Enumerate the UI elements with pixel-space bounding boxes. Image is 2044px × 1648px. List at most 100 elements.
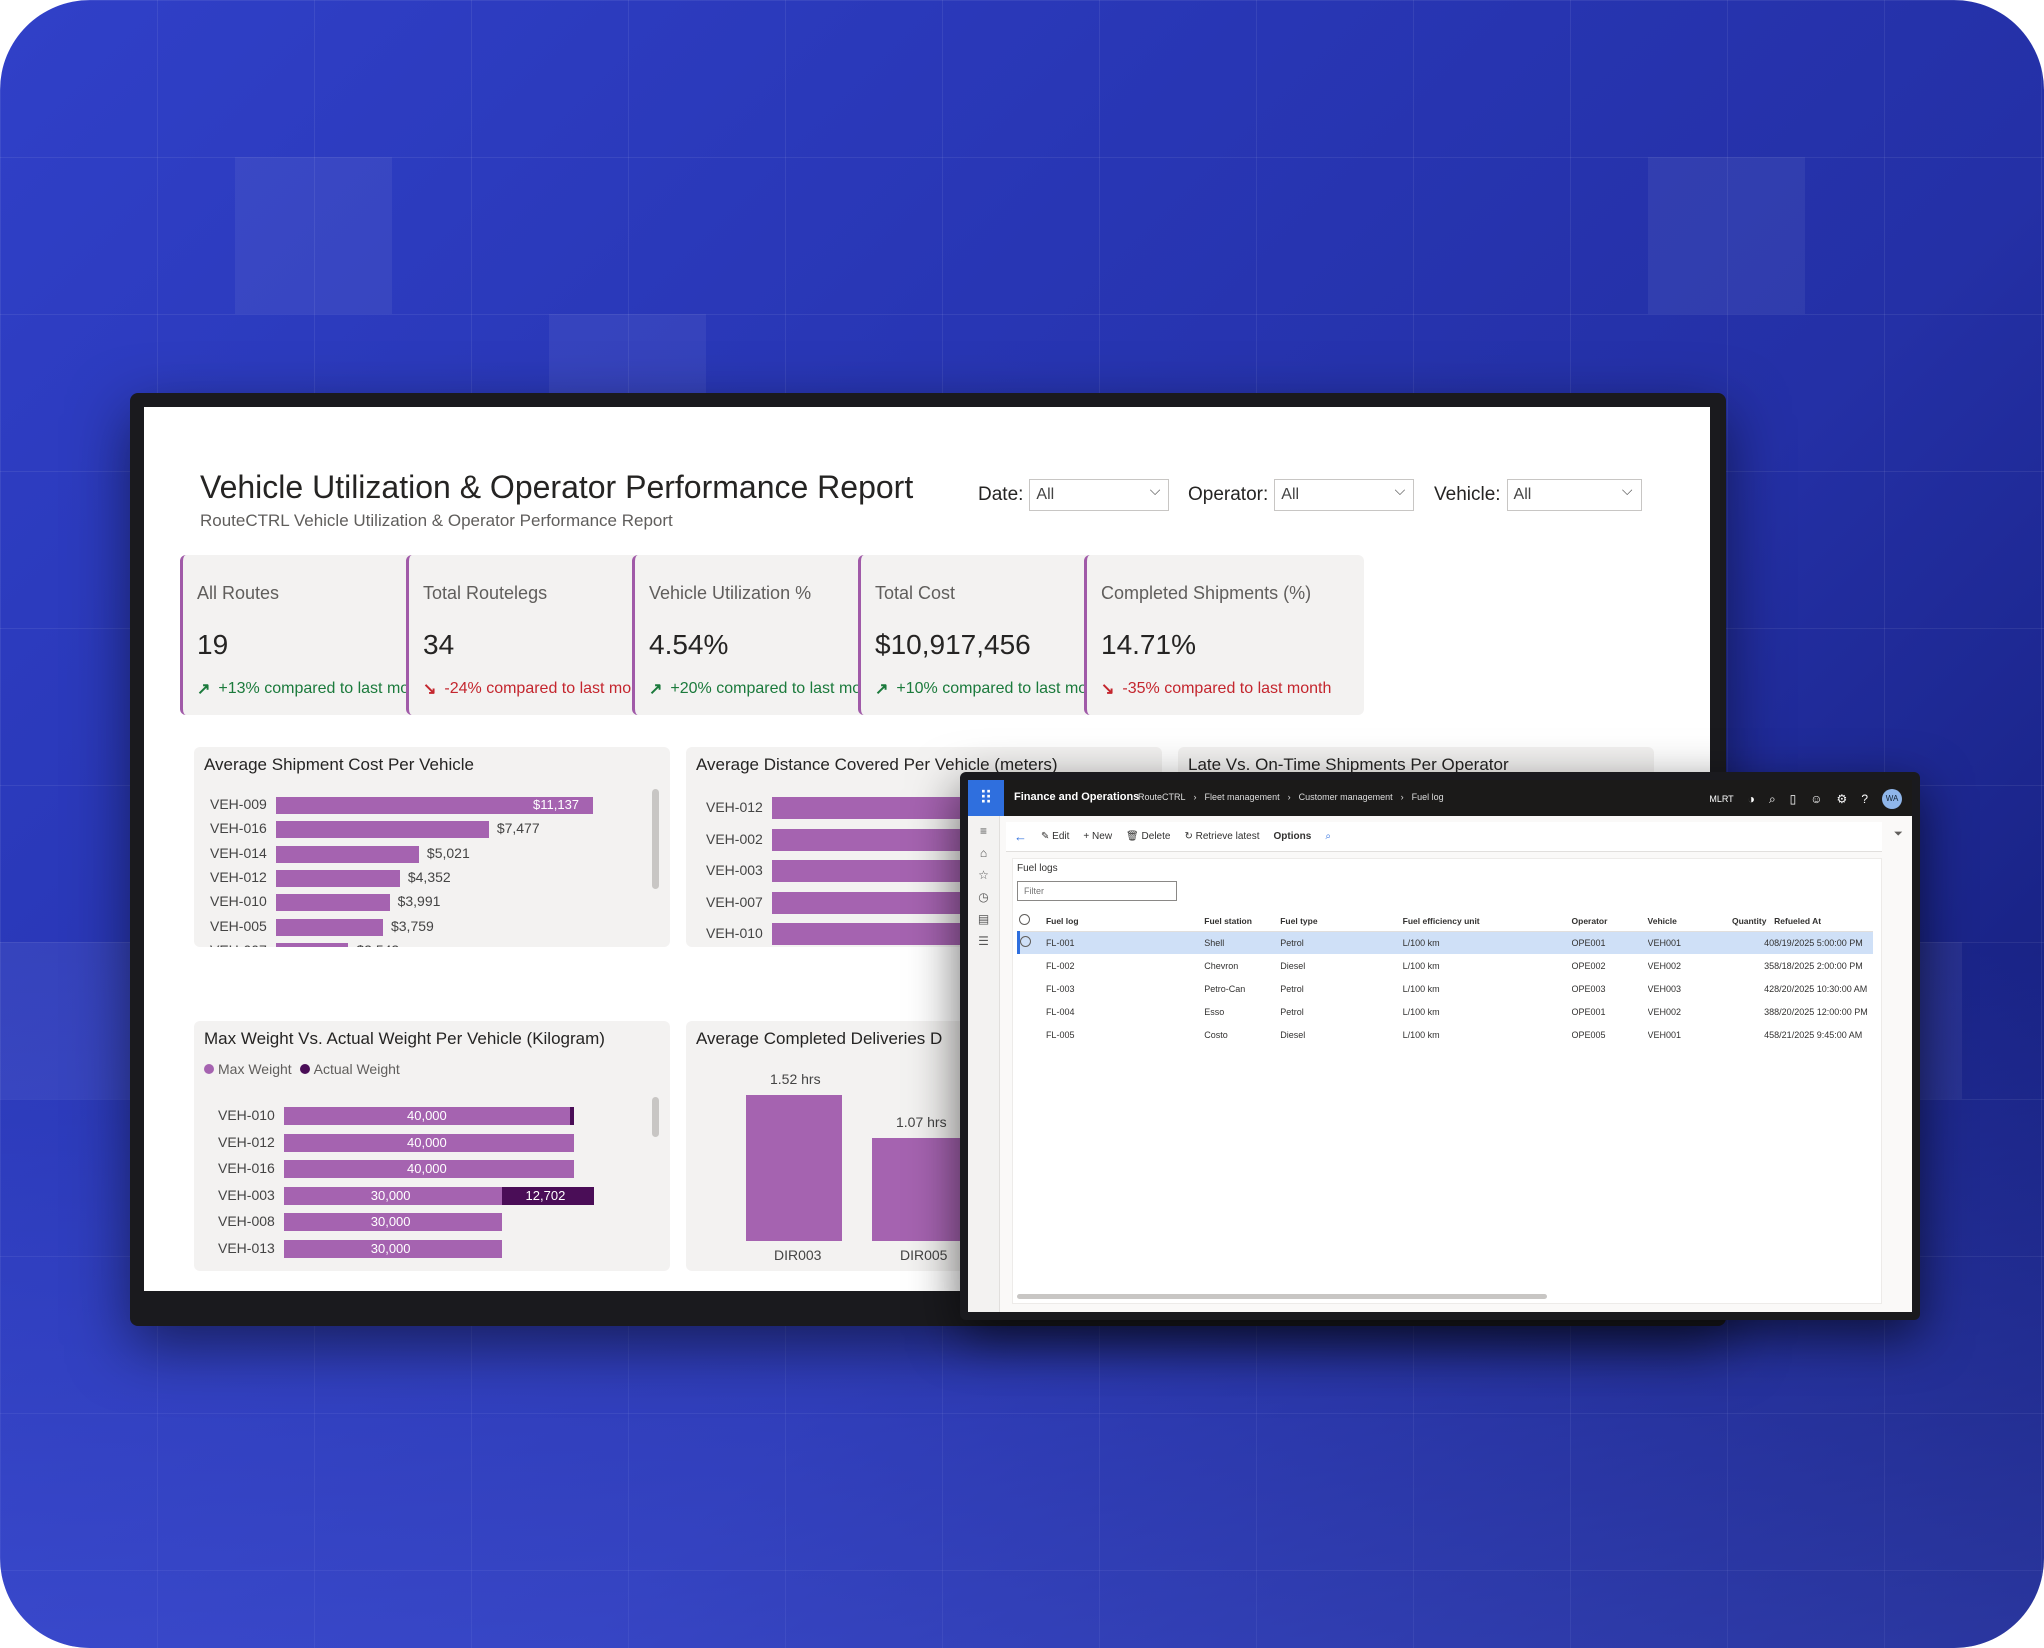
column-header[interactable]: Fuel type (1280, 911, 1403, 932)
table-cell[interactable]: FL-001 (1045, 931, 1205, 954)
back-icon[interactable]: ← (1014, 829, 1027, 844)
vehicle-filter-dropdown[interactable]: All ⌵ (1506, 479, 1642, 511)
table-cell: L/100 km (1402, 1006, 1440, 1017)
delete-button[interactable]: 🗑 Delete (1126, 831, 1171, 842)
grid-header-select[interactable] (1018, 911, 1046, 932)
feedback-icon[interactable]: ☺ (1810, 792, 1823, 806)
breadcrumb-item[interactable]: Fleet management (1204, 792, 1280, 802)
row-selector[interactable] (1019, 977, 1046, 1000)
column-header[interactable]: Operator (1571, 911, 1648, 932)
help-icon[interactable]: ? (1861, 792, 1868, 806)
horizontal-scrollbar[interactable] (1017, 1294, 1547, 1299)
retrieve-latest-button[interactable]: ↻ Retrieve latest (1184, 831, 1260, 842)
filter-icon[interactable]: ⏷ (1894, 828, 1903, 840)
row-selector[interactable] (1016, 931, 1046, 954)
star-icon[interactable]: ☆ (978, 868, 989, 882)
report-subtitle: RouteCTRL Vehicle Utilization & Operator… (200, 511, 673, 530)
category-label: VEH-003 (706, 862, 763, 878)
copilot-icon[interactable]: ◑ (1747, 792, 1755, 806)
chevron-right-icon: › (1193, 792, 1197, 802)
trend-down-icon: ↘ (1101, 681, 1115, 698)
page-title: Fuel logs (1017, 863, 1058, 874)
category-label: VEH-012 (210, 868, 267, 885)
data-label: $4,352 (407, 868, 451, 885)
bar (276, 918, 383, 936)
hamburger-icon[interactable]: ≡ (979, 824, 987, 838)
table-row[interactable]: FL-003 Petro-Can Petrol L/100 km OPE003 VEH00… (1019, 977, 1874, 1000)
app-launcher-icon[interactable]: ⠿ (968, 780, 1004, 816)
clock-icon[interactable]: ◷ (978, 890, 989, 904)
category-label: DIR003 (774, 1247, 822, 1263)
bar (276, 942, 349, 947)
table-cell: VEH002 (1647, 960, 1682, 971)
operator-filter[interactable]: Operator: All ⌵ (1188, 479, 1415, 511)
table-cell[interactable]: FL-003 (1045, 983, 1075, 994)
avatar[interactable]: WA (1882, 789, 1902, 809)
chevron-right-icon: › (1400, 792, 1404, 802)
data-label: 12,702 (525, 1187, 566, 1203)
scrollbar[interactable] (652, 1097, 659, 1137)
legend-swatch (204, 1064, 214, 1074)
home-icon[interactable]: ⌂ (979, 846, 988, 860)
kpi-change: ↘ -24% compared to last month (423, 679, 653, 699)
breadcrumb-item[interactable]: RouteCTRL (1138, 792, 1186, 802)
table-cell: VEH001 (1647, 931, 1732, 954)
table-row[interactable]: FL-001 Shell Petrol L/100 km OPE001 VEH001 40 8… (1016, 931, 1873, 954)
bar (772, 797, 972, 819)
column-header[interactable]: Quantity (1731, 911, 1775, 932)
bar (872, 1138, 968, 1241)
select-all-radio[interactable] (1018, 914, 1030, 926)
breadcrumb-item[interactable]: Customer management (1298, 792, 1393, 802)
date-filter-dropdown[interactable]: All ⌵ (1029, 479, 1170, 511)
table-row[interactable]: FL-004 Esso Petrol L/100 km OPE001 VEH002 38 8/… (1019, 1000, 1874, 1023)
column-header[interactable]: Refueled At (1774, 911, 1873, 932)
retrieve-latest-label: Retrieve latest (1195, 831, 1260, 842)
table-row[interactable]: FL-002 Chevron Diesel L/100 km OPE002 VEH002 3… (1019, 954, 1874, 977)
column-header[interactable]: Fuel station (1204, 911, 1281, 932)
notification-icon[interactable]: ▯ (1789, 792, 1797, 806)
vehicle-filter-value: All (1513, 486, 1532, 503)
new-button[interactable]: + New (1083, 831, 1113, 842)
table-cell: OPE003 (1571, 983, 1606, 994)
kpi-value: 19 (197, 629, 229, 660)
bar (284, 1160, 574, 1178)
date-filter-value: All (1036, 486, 1055, 503)
bar (276, 894, 390, 912)
gear-icon[interactable]: ⚙ (1836, 792, 1848, 806)
data-label: 30,000 (370, 1187, 411, 1203)
table-cell: 38 (1764, 1006, 1775, 1017)
breadcrumb-item[interactable]: Fuel log (1411, 792, 1444, 802)
operator-filter-dropdown[interactable]: All ⌵ (1274, 479, 1415, 511)
company-picker[interactable]: MLRT (1709, 794, 1734, 804)
vehicle-filter[interactable]: Vehicle: All ⌵ (1434, 479, 1642, 511)
row-selector[interactable] (1019, 1023, 1046, 1046)
category-label: VEH-010 (706, 925, 763, 941)
app-name[interactable]: Finance and Operations (1014, 791, 1140, 803)
kpi-label: Completed Shipments (%) (1101, 583, 1312, 603)
modules-icon[interactable]: ☰ (978, 934, 989, 948)
chart-title: Average Completed Deliveries D (696, 1029, 943, 1048)
column-header[interactable]: Fuel log (1045, 911, 1205, 932)
workspace-icon[interactable]: ▤ (977, 912, 990, 926)
search-icon[interactable]: ⌕ (1768, 791, 1776, 806)
edit-button[interactable]: ✎ Edit (1041, 831, 1070, 842)
data-label: 40,000 (407, 1134, 447, 1150)
table-cell: 42 (1764, 983, 1775, 994)
date-filter[interactable]: Date: All ⌵ (978, 479, 1170, 511)
table-cell[interactable]: FL-004 (1045, 1006, 1075, 1017)
row-select-radio[interactable] (1021, 936, 1031, 948)
column-header[interactable]: Vehicle (1647, 911, 1732, 932)
row-selector[interactable] (1019, 954, 1046, 977)
options-tab[interactable]: Options (1273, 831, 1312, 842)
scrollbar[interactable] (652, 789, 659, 889)
row-selector[interactable] (1019, 1000, 1046, 1023)
column-header[interactable]: Fuel efficiency unit (1402, 911, 1572, 932)
filter-input[interactable] (1017, 881, 1177, 901)
table-cell[interactable]: FL-002 (1045, 960, 1075, 971)
table-cell[interactable]: FL-005 (1045, 1029, 1075, 1040)
table-row[interactable]: FL-005 Costo Diesel L/100 km OPE005 VEH001 45 8… (1019, 1023, 1874, 1046)
data-label: $7,477 (496, 820, 540, 837)
search-icon[interactable]: ⌕ (1325, 831, 1331, 842)
report-title: Vehicle Utilization & Operator Performan… (200, 469, 914, 505)
new-label: New (1092, 831, 1113, 842)
